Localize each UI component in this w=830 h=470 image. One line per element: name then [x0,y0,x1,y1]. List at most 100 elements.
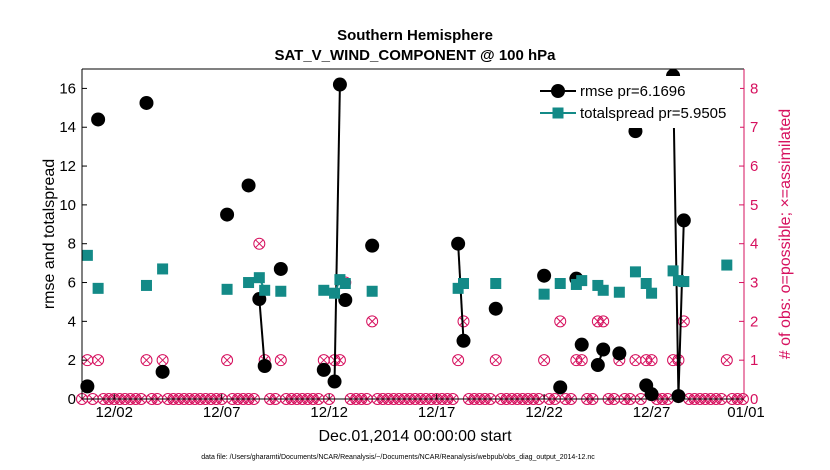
obs-count-marker-nonzero [554,315,567,328]
obs-count-marker-nonzero [538,354,551,367]
obs-count-marker-nonzero [221,354,234,367]
obs-assimilated-cross [598,316,608,326]
y-tick-label: 12 [59,158,76,175]
obs-assimilated-cross [93,355,103,365]
obs-possible-circle [253,237,266,250]
totalspread-point [329,287,341,299]
obs-possible-circle [274,354,287,367]
obs-count-marker-nonzero [597,315,610,328]
totalspread-point [221,283,233,295]
totalspread-point [81,249,93,261]
obs-count-marker-nonzero [720,354,733,367]
legend-spread-label: totalspread pr=5.9505 [580,105,726,122]
rmse-point [220,207,235,222]
obs-count-marker-nonzero [92,354,105,367]
totalspread-point [259,284,271,296]
totalspread-point [490,278,502,289]
chart-title: Southern Hemisphere [337,27,493,44]
rmse-point [612,346,627,361]
legend-spread-marker [552,107,564,119]
x-tick-label: 12/22 [525,404,563,421]
totalspread-point [613,286,625,298]
obs-assimilated-cross [722,355,732,365]
obs-count-marker-nonzero [575,354,588,367]
x-tick-label: 12/07 [203,404,241,421]
obs-possible-circle [645,354,658,367]
x-tick-label: 12/17 [418,404,456,421]
obs-possible-circle [677,315,690,328]
x-axis-label: Dec.01,2014 00:00:00 start [318,428,512,445]
y-axis-right-label: # of obs: o=possible; ×=assimilated [777,109,794,359]
y-tick-label: 4 [68,313,76,330]
rmse-point [590,358,605,373]
rmse-point [139,95,154,110]
totalspread-point [253,272,265,284]
obs-count-marker-nonzero [274,354,287,367]
rmse-point [553,380,568,395]
legend-box [532,76,740,128]
rmse-point [456,333,471,348]
rmse-line-segment [258,298,266,367]
totalspread-point [275,285,287,297]
x-tick-label: 12/12 [310,404,348,421]
rmse-point [91,112,106,127]
totalspread-point [140,279,152,291]
y-right-tick-label: 7 [750,119,758,136]
y-tick-label: 0 [68,391,76,408]
totalspread-point [576,275,588,287]
obs-possible-circle [575,354,588,367]
obs-assimilated-cross [319,355,329,365]
obs-count-marker-nonzero [253,237,266,250]
y-right-tick-label: 3 [750,275,758,292]
obs-count-marker-nonzero [489,354,502,367]
y-tick-label: 8 [68,236,76,253]
rmse-point [671,389,686,404]
rmse-point [273,261,288,276]
rmse-point [574,337,589,352]
obs-assimilated-cross [577,355,587,365]
rmse-point [338,293,353,307]
obs-possible-circle [489,354,502,367]
obs-possible-circle [221,354,234,367]
y-right-tick-label: 4 [750,236,758,253]
totalspread-point [667,265,679,277]
obs-assimilated-cross [254,239,264,249]
y-tick-label: 14 [59,119,76,136]
obs-possible-circle [538,354,551,367]
chart-subtitle: SAT_V_WIND_COMPONENT @ 100 hPa [274,47,556,64]
y-right-tick-label: 2 [750,313,758,330]
obs-possible-circle [452,354,465,367]
totalspread-point [640,278,652,289]
y-right-tick-label: 5 [750,197,758,214]
totalspread-point [339,278,351,289]
totalspread-point [243,277,255,289]
obs-count-marker-nonzero [366,315,379,328]
obs-assimilated-cross [222,355,232,365]
obs-assimilated-cross [83,355,92,365]
obs-possible-circle [92,354,105,367]
totalspread-point [678,276,690,288]
y-right-tick-label: 6 [750,158,758,175]
rmse-line-segment [333,84,341,382]
obs-assimilated-cross [142,355,151,365]
obs-assimilated-cross [367,316,377,326]
rmse-point [596,342,611,357]
obs-count-marker-nonzero [140,354,153,367]
y-tick-label: 2 [68,352,76,369]
totalspread-point [554,278,566,289]
rmse-point [257,359,272,373]
rmse-point [316,362,331,377]
rmse-point [451,236,466,251]
x-tick-label: 12/27 [633,404,671,421]
data-file-footnote: data file: /Users/gharamti/Documents/NCA… [201,454,595,461]
legend-rmse-label: rmse pr=6.1696 [580,83,685,100]
obs-possible-circle [720,354,733,367]
legend: rmse pr=6.1696 totalspread pr=5.9505 [532,76,740,128]
obs-count-marker-nonzero [452,354,465,367]
obs-assimilated-cross [631,355,640,365]
obs-assimilated-cross [459,316,468,326]
totalspread-point [458,278,470,289]
rmse-point [155,364,170,379]
